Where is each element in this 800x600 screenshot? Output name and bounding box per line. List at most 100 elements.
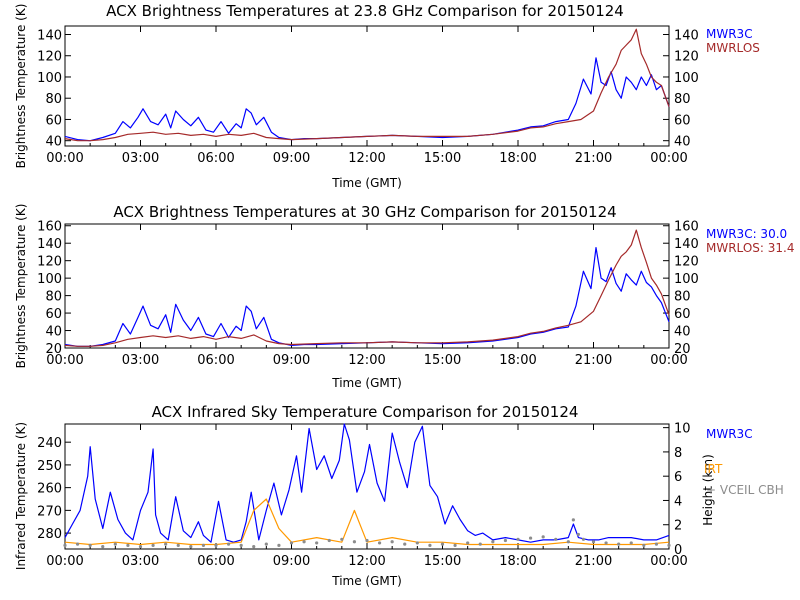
panel-3-ticks: 00:00 03:00 06:00 09:00 12:00 15:00 18:00 21:00… [37, 422, 690, 569]
cbh-point [503, 538, 508, 543]
panel-1-xlabel: Time (GMT) [331, 176, 402, 190]
panel-3: ACX Infrared Sky Temperature Comparison … [14, 403, 784, 588]
x-tick-label: 06:00 [197, 554, 234, 569]
cbh-point [581, 537, 586, 541]
cbh-point [571, 518, 575, 522]
cbh-point [75, 542, 80, 546]
cbh-point [264, 542, 268, 546]
x-tick-label: 00:00 [46, 554, 83, 569]
y-tick-label: 280 [37, 527, 62, 542]
x-tick-label: 00:00 [46, 151, 83, 166]
cbh-point [617, 542, 621, 546]
y-tick-label: 160 [37, 220, 62, 235]
y-tick-label: 60 [45, 307, 62, 322]
cbh-point [352, 540, 357, 544]
cbh-point [466, 541, 470, 545]
cbh-point [63, 543, 67, 547]
panel-2-legend-mwrlos: MWRLOS: 31.4 [706, 241, 794, 255]
cbh-point [214, 543, 218, 547]
right-y-tick-label: 4 [674, 494, 682, 509]
x-tick-label: 03:00 [122, 151, 159, 166]
panel-2-frame [64, 223, 670, 349]
cbh-point [138, 544, 143, 549]
panel-1-title: ACX Brightness Temperatures at 23.8 GHz … [106, 2, 624, 20]
panel-1-legend-mwrlos: MWRLOS [706, 41, 760, 55]
panel-3-series [63, 423, 671, 549]
cbh-point [576, 532, 581, 537]
y-tick-label: 240 [37, 436, 62, 451]
panel-2-ylabel: Brightness Temperature (K) [14, 204, 28, 369]
cbh-point [302, 540, 306, 544]
x-tick-label: 12:00 [348, 151, 385, 166]
cbh-point [164, 542, 168, 546]
cbh-point [151, 543, 155, 547]
cbh-point [541, 535, 545, 539]
cbh-point [289, 541, 294, 545]
x-tick-label: 21:00 [575, 151, 612, 166]
cbh-point [101, 544, 105, 549]
series-line-irt [64, 498, 670, 546]
panel-3-title: ACX Infrared Sky Temperature Comparison … [152, 403, 579, 421]
right-y-tick-label: 20 [674, 342, 691, 357]
panel-1: ACX Brightness Temperatures at 23.8 GHz … [14, 2, 760, 190]
x-tick-label: 00:00 [650, 353, 687, 368]
cbh-point [403, 542, 407, 546]
series-line-mwr3c [64, 423, 670, 543]
cbh-point [340, 537, 344, 541]
cbh-point [315, 541, 319, 545]
y-tick-label: 60 [45, 113, 62, 128]
cbh-point [491, 540, 495, 544]
panel-2-ticks: 00:00 03:00 06:00 09:00 12:00 15:00 18:00 21:00… [37, 220, 699, 368]
x-tick-label: 09:00 [273, 151, 310, 166]
cbh-point [176, 543, 180, 547]
cbh-point [377, 541, 382, 545]
cbh-point [591, 540, 596, 544]
cbh-point [528, 536, 533, 540]
cbh-point [440, 542, 445, 546]
cbh-point [516, 537, 520, 541]
cbh-point [566, 540, 570, 544]
y-tick-label: 40 [45, 135, 62, 150]
right-y-tick-label: 0 [674, 543, 682, 558]
panel-2-legend-mwr3c: MWR3C: 30.0 [706, 227, 787, 241]
x-tick-label: 00:00 [650, 554, 687, 569]
x-tick-label: 15:00 [424, 554, 461, 569]
cbh-point [113, 542, 117, 546]
panel-3-xlabel: Time (GMT) [331, 574, 402, 588]
panel-3-legend-vceil: + VCEIL CBH [706, 483, 784, 497]
cbh-point [189, 544, 193, 549]
x-tick-label: 18:00 [499, 353, 536, 368]
panel-1-ylabel: Brightness Temperature (K) [14, 4, 28, 169]
cbh-point [629, 541, 633, 545]
y-tick-label: 250 [37, 459, 62, 474]
x-tick-label: 21:00 [575, 554, 612, 569]
right-y-tick-label: 60 [674, 113, 691, 128]
right-y-tick-label: 80 [674, 290, 691, 305]
panel-1-series [64, 28, 670, 142]
panel-2: ACX Brightness Temperatures at 30 GHz Co… [14, 203, 794, 390]
right-y-tick-label: 6 [674, 470, 682, 485]
cbh-point [239, 543, 243, 547]
right-y-tick-label: 60 [674, 307, 691, 322]
right-y-tick-label: 120 [674, 50, 699, 65]
y-tick-label: 140 [37, 237, 62, 252]
panel-1-ticks: 00:00 03:00 06:00 09:00 12:00 15:00 18:00 21:00… [37, 26, 699, 166]
series-line-mwr3c-30-0 [64, 247, 670, 347]
cbh-point [226, 542, 231, 546]
series-line-mwr3c [64, 57, 670, 142]
x-tick-label: 12:00 [348, 554, 385, 569]
panel-3-legend-irt: IRT [704, 462, 723, 476]
y-tick-label: 40 [45, 325, 62, 340]
panel-3-legend-mwr3c: MWR3C [706, 427, 753, 441]
right-y-tick-label: 80 [674, 92, 691, 107]
x-tick-label: 00:00 [46, 353, 83, 368]
x-tick-label: 18:00 [499, 151, 536, 166]
cbh-point [428, 543, 432, 547]
right-y-tick-label: 100 [674, 71, 699, 86]
y-tick-label: 140 [37, 28, 62, 43]
right-y-tick-label: 140 [674, 237, 699, 252]
cbh-point [252, 544, 256, 549]
cbh-point [654, 542, 659, 546]
x-tick-label: 15:00 [424, 151, 461, 166]
